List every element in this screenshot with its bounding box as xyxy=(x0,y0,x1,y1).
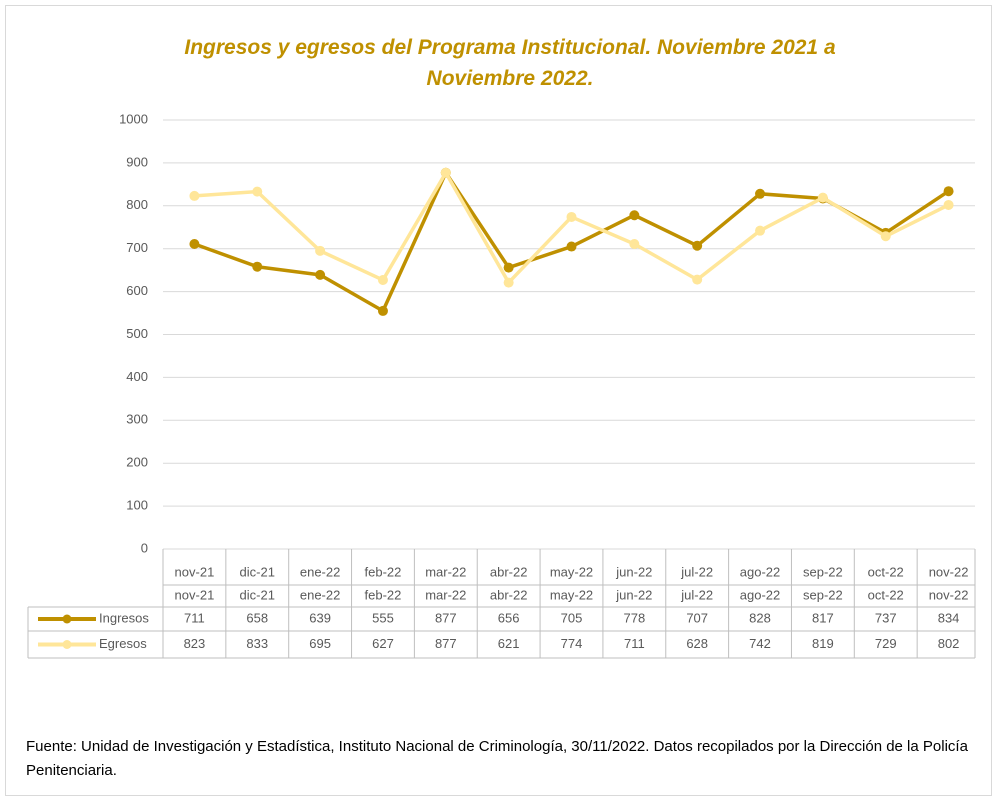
marker xyxy=(189,238,200,249)
table-value: 705 xyxy=(561,610,583,625)
table-value: 627 xyxy=(372,636,394,651)
y-tick-label: 700 xyxy=(126,240,148,255)
legend-key-marker xyxy=(62,640,72,649)
table-header: feb-22 xyxy=(365,587,402,602)
marker xyxy=(755,188,766,199)
table-value: 802 xyxy=(938,636,960,651)
y-tick-label: 0 xyxy=(141,540,148,555)
table-header: nov-21 xyxy=(175,587,215,602)
x-tick-label: feb-22 xyxy=(365,564,402,579)
marker xyxy=(189,190,200,201)
marker xyxy=(943,199,954,210)
table-value: 621 xyxy=(498,636,520,651)
table-value: 737 xyxy=(875,610,897,625)
y-tick-label: 100 xyxy=(126,498,148,513)
table-value: 711 xyxy=(624,636,645,651)
table-value: 628 xyxy=(686,636,708,651)
table-value: 695 xyxy=(309,636,331,651)
marker xyxy=(755,225,766,236)
x-tick-label: ene-22 xyxy=(300,564,340,579)
marker xyxy=(503,277,514,288)
x-tick-label: jul-22 xyxy=(680,564,713,579)
y-tick-label: 400 xyxy=(126,369,148,384)
y-tick-label: 900 xyxy=(126,154,148,169)
marker xyxy=(440,167,451,178)
table-value: 828 xyxy=(749,610,771,625)
x-tick-label: ago-22 xyxy=(740,564,780,579)
marker xyxy=(943,186,954,197)
table-header: oct-22 xyxy=(868,587,904,602)
chart-frame xyxy=(5,5,992,796)
table-header: mar-22 xyxy=(425,587,466,602)
table-header: may-22 xyxy=(550,587,593,602)
y-tick-label: 300 xyxy=(126,412,148,427)
y-tick-label: 500 xyxy=(126,326,148,341)
x-tick-label: dic-21 xyxy=(240,564,275,579)
table-header: nov-22 xyxy=(929,587,969,602)
table-value: 834 xyxy=(938,610,960,625)
x-tick-label: may-22 xyxy=(550,564,593,579)
marker xyxy=(880,231,891,242)
series-line xyxy=(194,171,950,285)
chart-title: Ingresos y egresos del Programa Instituc… xyxy=(184,36,836,90)
marker xyxy=(377,275,388,286)
table-header: ene-22 xyxy=(300,587,340,602)
table-header: jul-22 xyxy=(680,587,713,602)
table-value: 711 xyxy=(184,610,205,625)
table-value: 877 xyxy=(435,636,457,651)
table-value: 833 xyxy=(246,636,268,651)
table-value: 819 xyxy=(812,636,834,651)
table-value: 817 xyxy=(812,610,834,625)
marker xyxy=(566,211,577,222)
table-value: 778 xyxy=(623,610,645,625)
y-tick-label: 600 xyxy=(126,283,148,298)
table-value: 823 xyxy=(184,636,206,651)
marker xyxy=(629,210,640,221)
table-header: jun-22 xyxy=(615,587,652,602)
table-value: 877 xyxy=(435,610,457,625)
x-tick-label: sep-22 xyxy=(803,564,843,579)
x-tick-label: abr-22 xyxy=(490,564,528,579)
table-value: 555 xyxy=(372,610,394,625)
marker xyxy=(252,261,263,272)
table-value: 658 xyxy=(246,610,268,625)
x-tick-label: mar-22 xyxy=(425,564,466,579)
marker xyxy=(566,241,577,252)
legend-label: Ingresos xyxy=(99,610,149,625)
source-note: Fuente: Unidad de Investigación y Estadí… xyxy=(26,738,968,779)
marker xyxy=(629,238,640,249)
marker xyxy=(315,269,326,280)
legend-key-marker xyxy=(62,614,72,624)
table-header: sep-22 xyxy=(803,587,843,602)
table-value: 742 xyxy=(749,636,771,651)
marker xyxy=(692,240,703,251)
marker xyxy=(315,245,326,256)
marker xyxy=(503,262,514,273)
x-tick-label: oct-22 xyxy=(868,564,904,579)
table-value: 729 xyxy=(875,636,897,651)
x-tick-label: nov-21 xyxy=(175,564,215,579)
table-header: dic-21 xyxy=(240,587,275,602)
y-tick-label: 200 xyxy=(126,455,148,470)
table-header: ago-22 xyxy=(740,587,780,602)
y-tick-label: 1000 xyxy=(119,111,148,126)
x-tick-label: jun-22 xyxy=(615,564,652,579)
marker xyxy=(377,305,388,316)
table-value: 639 xyxy=(309,610,331,625)
table-value: 707 xyxy=(686,610,708,625)
marker xyxy=(817,192,828,203)
y-tick-label: 800 xyxy=(126,197,148,212)
x-tick-label: nov-22 xyxy=(929,564,969,579)
marker xyxy=(252,186,263,197)
table-header: abr-22 xyxy=(490,587,528,602)
table-value: 774 xyxy=(561,636,583,651)
marker xyxy=(692,274,703,285)
legend-label: Egresos xyxy=(99,636,147,651)
table-value: 656 xyxy=(498,610,520,625)
